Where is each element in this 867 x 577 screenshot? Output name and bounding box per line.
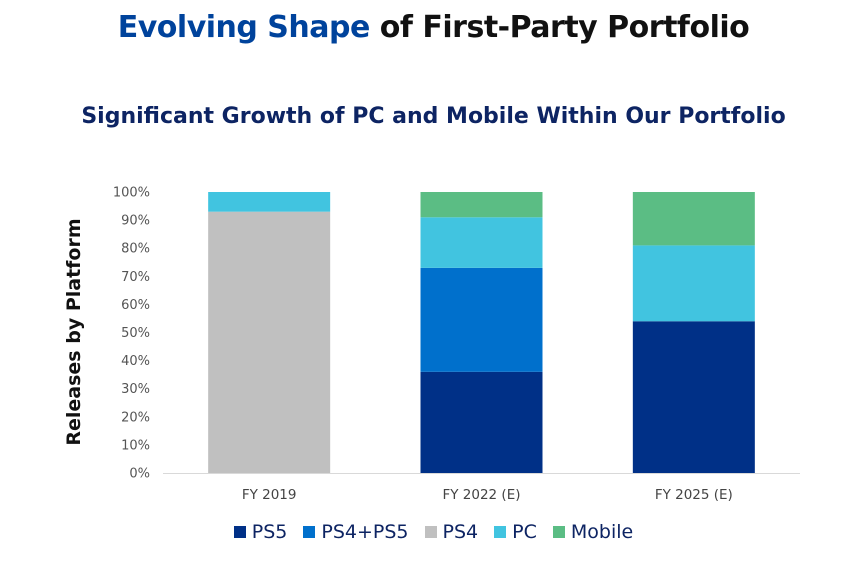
y-tick-label: 20% [121, 410, 150, 425]
y-tick-label: 80% [121, 242, 150, 257]
legend-item: Mobile [552, 521, 634, 543]
bar-segment-mobile [420, 192, 543, 218]
bar-segment-ps5 [420, 371, 543, 473]
legend-swatch [552, 526, 565, 538]
y-tick-label: 90% [121, 214, 150, 229]
bar-segment-pc [632, 245, 755, 322]
legend-label: PS5 [251, 521, 288, 543]
y-tick-label: 50% [121, 326, 150, 341]
y-tick-label: 60% [121, 298, 150, 313]
title-rest: of First-Party Portfolio [369, 10, 750, 45]
legend-label: PS4 [442, 521, 479, 543]
y-tick-label: 0% [129, 467, 150, 482]
bar-segment-mobile [632, 192, 755, 246]
legend-item: PS4+PS5 [303, 521, 409, 543]
y-tick-label: 30% [121, 382, 150, 397]
legend-label: Mobile [570, 521, 634, 543]
legend: PS5 PS4+PS5 PS4 PC Mobile [0, 521, 867, 543]
x-tick-label: FY 2022 (E) [442, 487, 520, 503]
bar-segment-ps5 [632, 321, 755, 473]
legend-label: PC [512, 521, 537, 543]
bar-segment-ps4 [208, 211, 331, 474]
y-tick-label: 10% [121, 438, 150, 453]
legend-item: PC [494, 521, 537, 543]
chart-title: Evolving Shape of First-Party Portfolio [0, 10, 867, 45]
legend-item: PS4 [424, 521, 479, 543]
legend-swatch [494, 526, 507, 538]
x-tick-label: FY 2025 (E) [655, 487, 733, 503]
x-tick-label: FY 2019 [242, 487, 297, 503]
bar-segment-ps4-ps5 [420, 267, 543, 372]
legend-item: PS5 [233, 521, 288, 543]
legend-swatch [303, 526, 316, 538]
bar-segment-pc [420, 217, 543, 268]
y-tick-label: 100% [113, 186, 150, 201]
chart-subtitle: Significant Growth of PC and Mobile With… [81, 104, 786, 129]
bar-segment-pc [208, 192, 331, 212]
y-tick-label: 40% [121, 354, 150, 369]
legend-label: PS4+PS5 [321, 521, 409, 543]
title-highlight: Evolving Shape [117, 10, 371, 45]
y-axis-label: Releases by Platform [63, 218, 85, 445]
legend-swatch [424, 526, 437, 538]
legend-swatch [233, 526, 246, 538]
y-tick-label: 70% [121, 270, 150, 285]
